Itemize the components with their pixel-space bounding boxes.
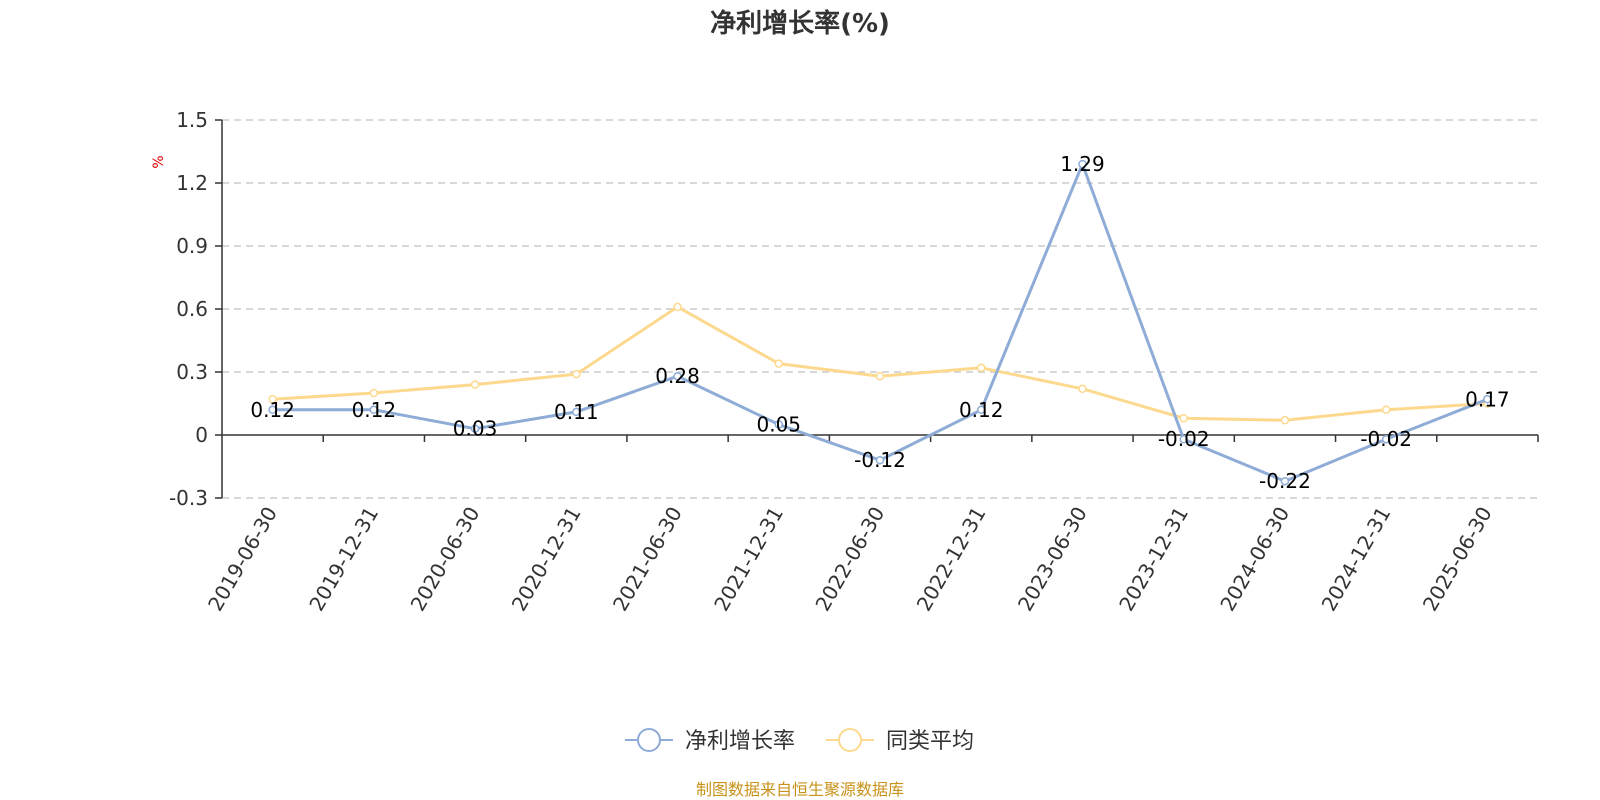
x-tick-label: 2023-06-30: [1013, 503, 1092, 616]
point-net-profit-growth[interactable]: [572, 407, 581, 417]
point-peer-average[interactable]: [268, 395, 277, 404]
x-tick-label: 2019-12-31: [304, 503, 383, 616]
point-net-profit-growth[interactable]: [1381, 434, 1391, 444]
point-peer-average[interactable]: [774, 359, 784, 368]
x-tick-label: 2022-12-31: [912, 502, 991, 615]
series-line-peer-average: [272, 305, 1488, 422]
data-label: 0.03: [453, 417, 498, 441]
point-net-profit-growth[interactable]: [673, 371, 682, 381]
axes: -0.3 0 0.3 0.6 0.9 1.2 1.5 2019-06-30 2019-12-31…: [169, 108, 1539, 616]
data-label: -0.02: [1158, 427, 1210, 451]
data-labels: 0.12 0.12 0.03 0.11 0.28 0.05 -0.12 0.12 1.29 -0.…: [250, 152, 1509, 493]
point-peer-average[interactable]: [1280, 416, 1290, 425]
data-label: 0.12: [352, 398, 397, 422]
data-label: 0.17: [1465, 387, 1510, 411]
point-net-profit-growth[interactable]: [1078, 159, 1087, 169]
legend[interactable]: 净利增长率 同类平均: [625, 728, 974, 754]
x-tick-label: 2020-12-31: [507, 503, 586, 616]
y-tick-label: 0.6: [176, 297, 208, 321]
data-label: -0.12: [854, 448, 906, 472]
y-tick-label: 0.9: [176, 234, 208, 258]
x-tick-label: 2021-12-31: [709, 503, 788, 616]
point-peer-average[interactable]: [673, 302, 682, 312]
point-net-profit-growth[interactable]: [369, 405, 379, 415]
point-net-profit-growth[interactable]: [875, 455, 885, 465]
point-peer-average[interactable]: [1179, 413, 1188, 423]
x-tick-label: 2023-12-31: [1114, 503, 1193, 616]
point-peer-average[interactable]: [976, 363, 986, 373]
data-label: 0.05: [757, 413, 802, 437]
data-label: 0.28: [655, 364, 700, 388]
point-peer-average[interactable]: [470, 380, 480, 389]
point-peer-average[interactable]: [875, 371, 885, 381]
series-lines: [268, 159, 1492, 486]
x-tick-label: 2024-12-31: [1317, 503, 1396, 616]
legend-label-net-profit-growth: 净利增长率: [685, 729, 795, 754]
point-net-profit-growth[interactable]: [976, 405, 986, 415]
x-tick-label: 2019-06-30: [203, 503, 282, 616]
data-label: 0.12: [959, 398, 1004, 422]
point-net-profit-growth[interactable]: [774, 420, 784, 429]
grid-lines: [222, 119, 1538, 499]
chart-title: 净利增长率(%): [710, 8, 890, 39]
data-source-note: 制图数据来自恒生聚源数据库: [696, 780, 904, 799]
x-tick-label: 2021-06-30: [608, 503, 687, 616]
point-peer-average[interactable]: [1381, 405, 1391, 415]
x-tick-label: 2020-06-30: [406, 502, 485, 615]
y-tick-label: -0.3: [169, 486, 208, 510]
legend-item-net-profit-growth[interactable]: 净利增长率: [625, 728, 795, 754]
y-tick-label: 0.3: [176, 360, 208, 384]
x-tick-label: 2022-06-30: [810, 503, 889, 616]
y-axis-unit: %: [151, 155, 167, 168]
data-label: 0.11: [554, 400, 599, 424]
point-peer-average[interactable]: [1078, 384, 1087, 394]
point-net-profit-growth[interactable]: [1483, 395, 1492, 404]
data-label: -0.02: [1360, 427, 1412, 451]
point-net-profit-growth[interactable]: [1280, 476, 1290, 486]
y-tick-label: 1.2: [176, 171, 208, 195]
data-label: -0.22: [1259, 469, 1311, 493]
y-tick-label: 1.5: [176, 108, 208, 132]
data-label: 0.12: [250, 398, 295, 422]
data-label: 1.29: [1060, 152, 1105, 176]
y-tick-label: 0: [195, 423, 208, 447]
x-tick-label: 2024-06-30: [1215, 503, 1294, 616]
point-peer-average[interactable]: [572, 369, 581, 379]
point-net-profit-growth[interactable]: [268, 405, 277, 415]
point-peer-average[interactable]: [369, 388, 379, 398]
point-net-profit-growth[interactable]: [1179, 434, 1188, 444]
legend-item-peer-average[interactable]: 同类平均: [826, 728, 974, 754]
x-tick-label: 2025-06-30: [1418, 503, 1497, 616]
legend-label-peer-average: 同类平均: [886, 729, 974, 754]
point-net-profit-growth[interactable]: [470, 424, 480, 433]
